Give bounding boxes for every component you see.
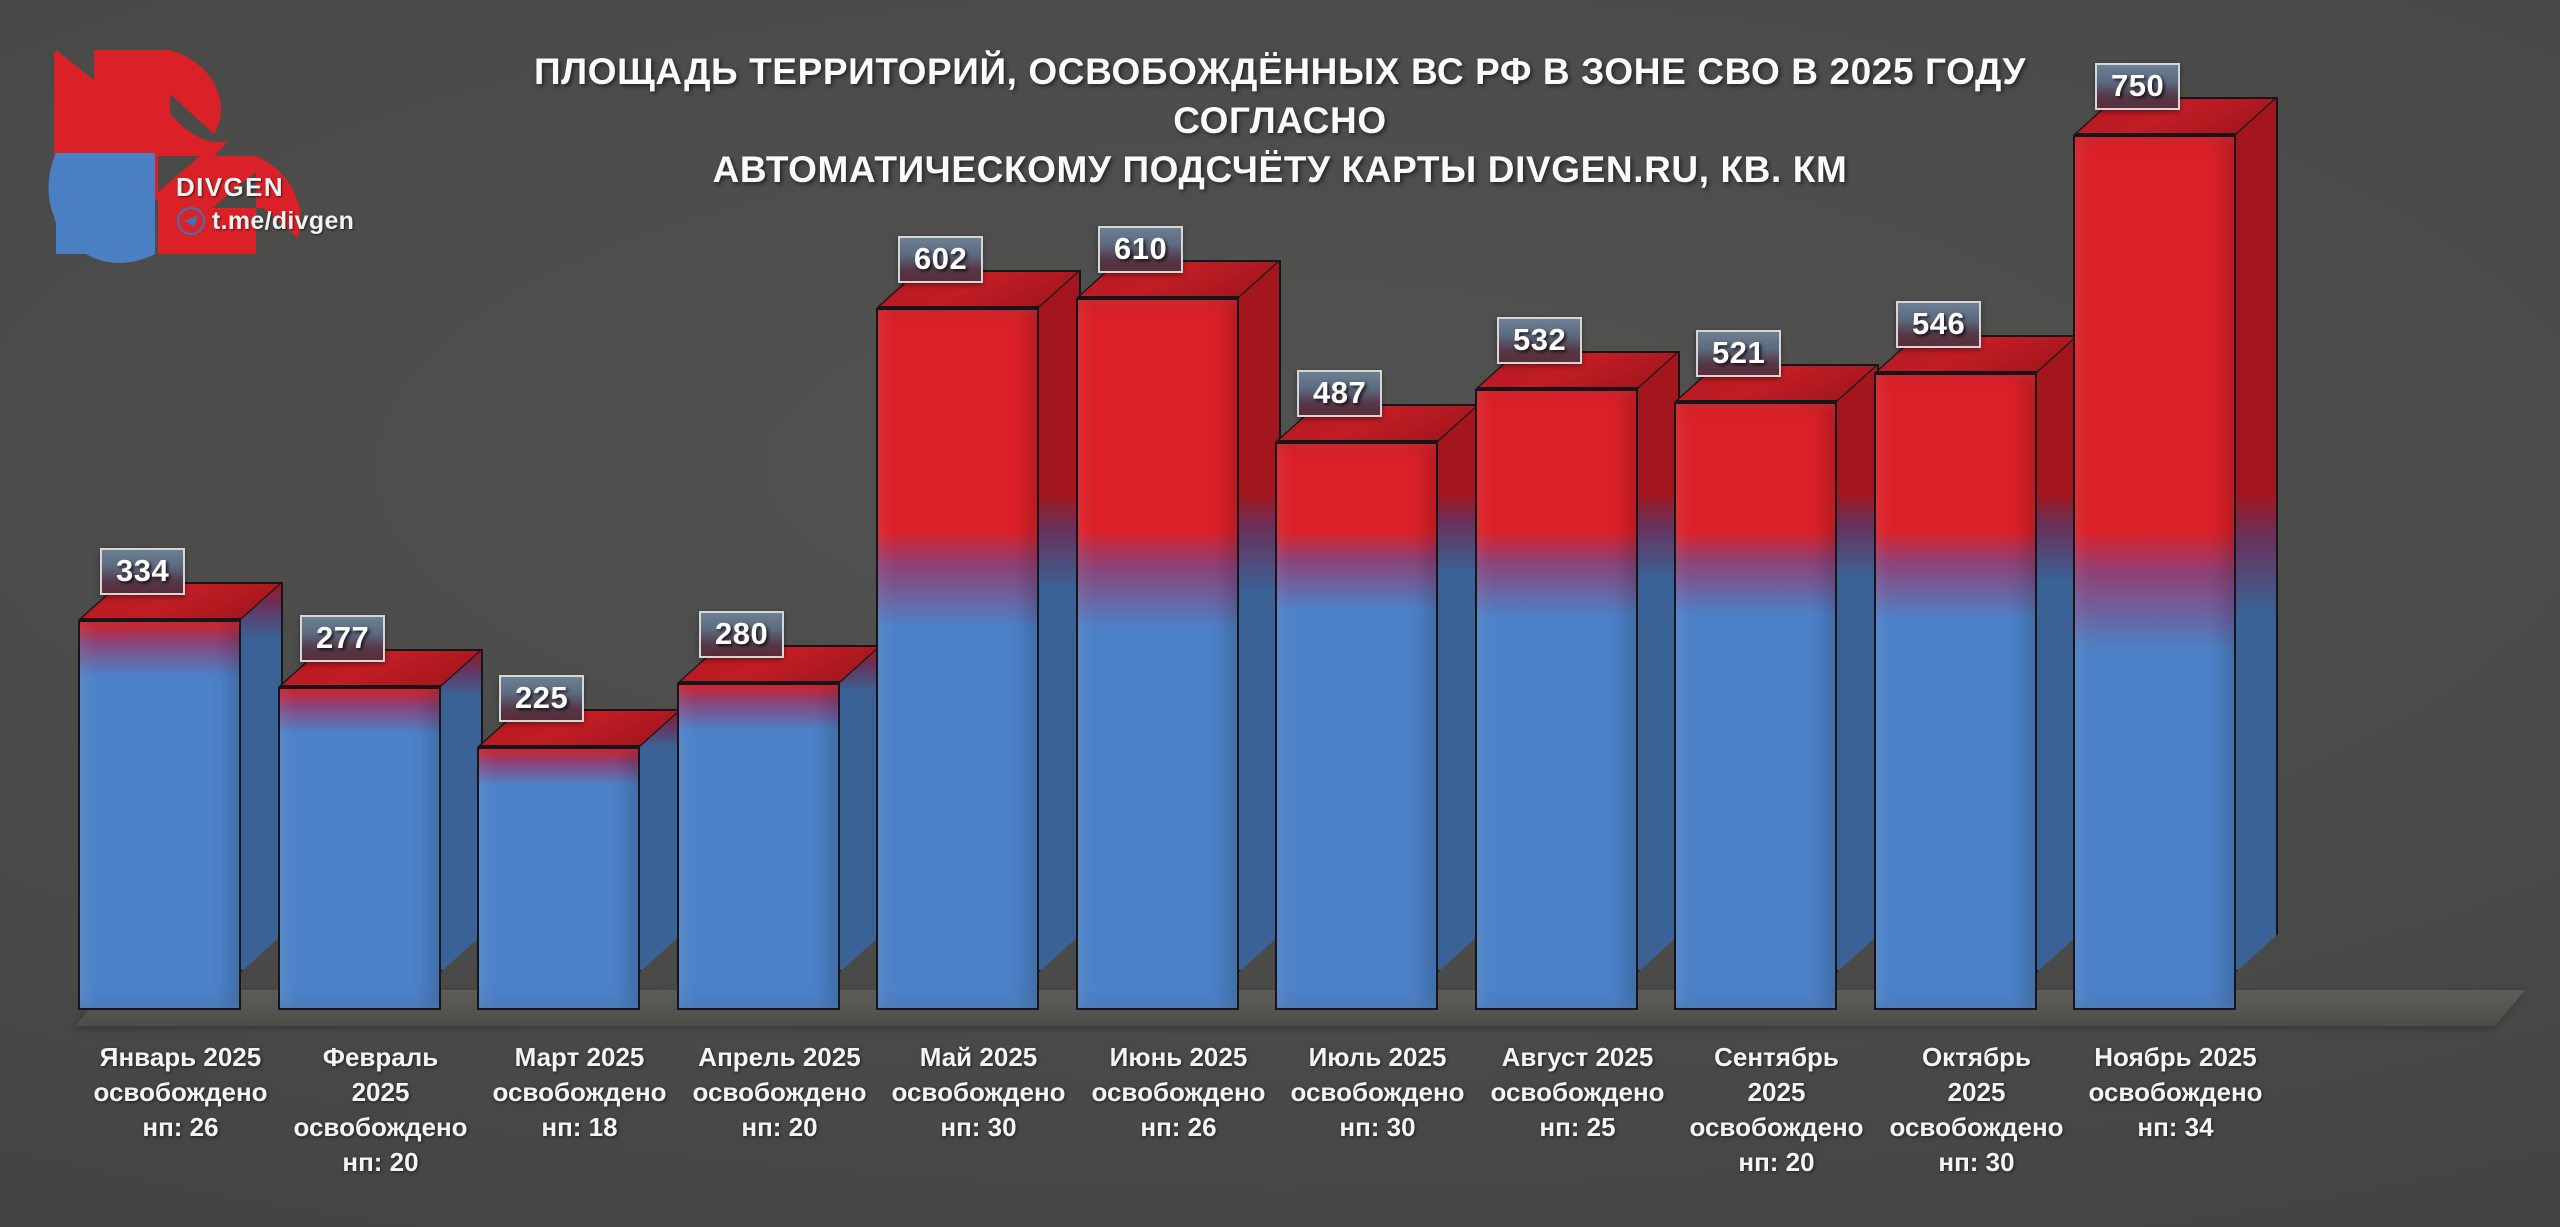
x-axis-label-line: Июль 2025 — [1308, 1042, 1447, 1072]
bar-value-badge: 487 — [1297, 370, 1383, 417]
bar-front-face — [677, 683, 840, 1010]
bar-front-face — [1076, 298, 1239, 1010]
bar-front-face — [1475, 389, 1638, 1010]
x-axis-label-line: освобождено — [2088, 1077, 2263, 1108]
bar-front-face — [78, 620, 241, 1010]
bar-side-face — [1438, 404, 1480, 972]
x-axis-label-line: нп: 30 — [1938, 1147, 2015, 1178]
x-axis-label-line: нп: 26 — [142, 1112, 219, 1143]
x-axis-label-line: освобождено — [692, 1077, 867, 1108]
x-axis-label-line: 2025 — [1747, 1077, 1806, 1108]
bar-value-badge: 610 — [1098, 226, 1184, 273]
bar-side-face — [1638, 351, 1680, 972]
bar-group: 225 — [477, 0, 683, 1227]
bar-front-face — [1874, 373, 2037, 1010]
x-axis-label-line: освобождено — [93, 1077, 268, 1108]
x-axis-label-line: освобождено — [492, 1077, 667, 1108]
x-axis-label-line: Ноябрь 2025 — [2094, 1042, 2257, 1072]
x-axis-label: Февраль 2025 освобождено нп: 20 — [258, 1040, 503, 1180]
x-axis-label-line: нп: 18 — [541, 1112, 618, 1143]
bar-value-badge: 546 — [1896, 301, 1982, 348]
bar-value-badge: 225 — [499, 675, 585, 722]
x-axis-label-line: освобождено — [1889, 1112, 2064, 1143]
bar-group: 532 — [1475, 0, 1681, 1227]
x-axis-label: Апрель 2025 освобождено нп: 20 — [657, 1040, 902, 1145]
x-axis-label-line: нп: 26 — [1140, 1112, 1217, 1143]
bar-front-face — [876, 308, 1039, 1010]
bar-group: 750 — [2073, 0, 2279, 1227]
bar-side-face — [1837, 364, 1879, 972]
x-axis-label-line: Май 2025 — [919, 1042, 1038, 1072]
x-axis-label-line: Январь 2025 — [99, 1042, 262, 1072]
x-axis-label-line: освобождено — [891, 1077, 1066, 1108]
bar-value-badge: 334 — [100, 548, 186, 595]
bar-group: 334 — [78, 0, 284, 1227]
telegram-icon — [177, 207, 205, 235]
pinwheel-logo-icon — [48, 50, 301, 263]
logo-name: DIVGEN — [176, 172, 285, 202]
x-axis-label-line: освобождено — [1490, 1077, 1665, 1108]
x-axis-label-line: Апрель 2025 — [698, 1042, 861, 1072]
x-axis-label-line: нп: 20 — [741, 1112, 818, 1143]
bar-value-badge: 277 — [300, 615, 386, 662]
x-axis-label: Январь 2025 освобождено нп: 26 — [58, 1040, 303, 1145]
bar-side-face — [1039, 270, 1081, 972]
x-axis-label-line: нп: 30 — [940, 1112, 1017, 1143]
x-axis-label: Май 2025 освобождено нп: 30 — [856, 1040, 1101, 1145]
bar-value-badge: 602 — [898, 236, 984, 283]
x-axis-label: Март 2025 освобождено нп: 18 — [457, 1040, 702, 1145]
x-axis-label-line: нп: 20 — [342, 1147, 419, 1178]
x-axis-label-line: Август 2025 — [1501, 1042, 1654, 1072]
bar-group: 280 — [677, 0, 883, 1227]
chart-title: ПЛОЩАДЬ ТЕРРИТОРИЙ, ОСВОБОЖДЁННЫХ ВС РФ … — [0, 48, 2560, 194]
x-axis-label-line: 2025 — [1947, 1077, 2006, 1108]
x-axis-label: Июль 2025 освобождено нп: 30 — [1255, 1040, 1500, 1145]
bar-side-face — [241, 582, 283, 972]
logo-text-block: DIVGEN t.me/divgen — [176, 174, 354, 236]
x-axis-label-line: Февраль — [322, 1042, 439, 1072]
bar-group: 610 — [1076, 0, 1282, 1227]
x-axis-label: Август 2025 освобождено нп: 25 — [1455, 1040, 1700, 1145]
x-axis-label-line: Октябрь — [1921, 1042, 2032, 1072]
x-axis-label-line: освобождено — [293, 1112, 468, 1143]
chart-title-line1: ПЛОЩАДЬ ТЕРРИТОРИЙ, ОСВОБОЖДЁННЫХ ВС РФ … — [533, 51, 2027, 141]
logo-handle: t.me/divgen — [212, 206, 355, 235]
bar-front-face — [278, 687, 441, 1010]
bar-side-face — [2236, 97, 2278, 972]
x-axis-label-line: Сентябрь — [1714, 1042, 1839, 1072]
bar-front-face — [2073, 135, 2236, 1010]
divgen-logo: DIVGEN t.me/divgen — [24, 22, 354, 332]
x-axis-label-line: нп: 30 — [1339, 1112, 1416, 1143]
x-axis-label-line: 2025 — [351, 1077, 410, 1108]
bar-value-badge: 532 — [1497, 317, 1583, 364]
bar-value-badge: 521 — [1696, 330, 1782, 377]
chart-title-line2: АВТОМАТИЧЕСКОМУ ПОДСЧЁТУ КАРТЫ DIVGEN.RU… — [712, 148, 1848, 190]
bar-front-face — [477, 747, 640, 1010]
bar-group: 277 — [278, 0, 484, 1227]
x-axis-label: Ноябрь 2025 освобождено нп: 34 — [2053, 1040, 2298, 1145]
bar-front-face — [1275, 442, 1438, 1010]
bar-front-face — [1674, 402, 1837, 1010]
x-axis-label-line: Июнь 2025 — [1109, 1042, 1248, 1072]
x-axis-label-line: нп: 25 — [1539, 1112, 1616, 1143]
bar-group: 487 — [1275, 0, 1481, 1227]
x-axis-label: Сентябрь 2025 освобождено нп: 20 — [1654, 1040, 1899, 1180]
x-axis-label-line: нп: 34 — [2137, 1112, 2214, 1143]
x-axis-label: Июнь 2025 освобождено нп: 26 — [1056, 1040, 1301, 1145]
x-axis-label-line: нп: 20 — [1738, 1147, 1815, 1178]
x-axis-label-line: освобождено — [1689, 1112, 1864, 1143]
x-axis-label-line: Март 2025 — [514, 1042, 645, 1072]
bar-value-badge: 750 — [2095, 63, 2181, 110]
x-axis-label-line: освобождено — [1290, 1077, 1465, 1108]
bar-value-badge: 280 — [699, 611, 785, 658]
x-axis-label: Октябрь 2025 освобождено нп: 30 — [1854, 1040, 2099, 1180]
x-axis-label-line: освобождено — [1091, 1077, 1266, 1108]
bar-side-face — [640, 709, 682, 972]
